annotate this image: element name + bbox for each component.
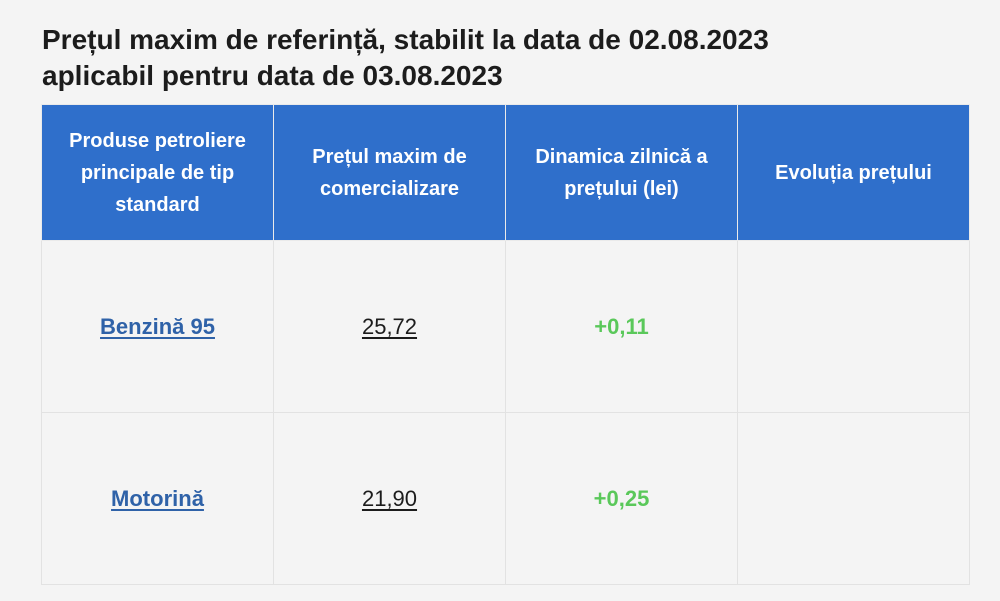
header-product: Produse petroliere principale de tip sta…: [41, 104, 274, 241]
evolution-cell: [737, 240, 970, 413]
table-header-row: Produse petroliere principale de tip sta…: [41, 104, 970, 241]
header-daily-dynamic: Dinamica zilnică a prețului (lei): [505, 104, 738, 241]
product-cell: Motorină: [41, 412, 274, 585]
page-title-line-2: aplicabil pentru data de 03.08.2023: [42, 60, 503, 91]
header-daily-dynamic-line-1: Dinamica zilnică a: [535, 145, 708, 168]
max-price-value: 25,72: [361, 313, 418, 339]
header-max-price-line-2: comercializare: [320, 177, 459, 200]
price-table: Produse petroliere principale de tip sta…: [41, 104, 970, 585]
header-daily-dynamic-line-2: prețului (lei): [564, 177, 679, 200]
header-product-line-2: principale de tip: [80, 161, 235, 184]
product-link-motorina[interactable]: Motorină: [111, 485, 204, 511]
product-link-benzina-95[interactable]: Benzină 95: [100, 313, 215, 339]
header-product-line-3: standard: [115, 193, 200, 216]
header-price-evolution: Evoluția prețului: [737, 104, 970, 241]
header-max-price-line-1: Prețul maxim de: [312, 145, 467, 168]
page-title-line-1: Prețul maxim de referință, stabilit la d…: [42, 24, 769, 55]
product-cell: Benzină 95: [41, 240, 274, 413]
page-title: Prețul maxim de referință, stabilit la d…: [42, 22, 942, 94]
price-cell: 25,72: [273, 240, 506, 413]
table-row: Benzină 95 25,72 +0,11: [41, 240, 970, 413]
daily-dynamic-value: +0,25: [593, 485, 650, 511]
dynamic-cell: +0,11: [505, 240, 738, 413]
header-max-price: Prețul maxim de comercializare: [273, 104, 506, 241]
header-product-line-1: Produse petroliere: [69, 129, 246, 152]
dynamic-cell: +0,25: [505, 412, 738, 585]
daily-dynamic-value: +0,11: [594, 313, 649, 339]
price-cell: 21,90: [273, 412, 506, 585]
table-row: Motorină 21,90 +0,25: [41, 412, 970, 585]
evolution-cell: [737, 412, 970, 585]
max-price-value: 21,90: [361, 485, 418, 511]
